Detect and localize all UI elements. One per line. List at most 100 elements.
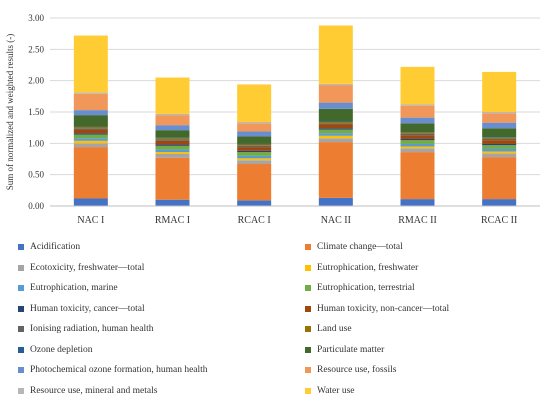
- bar-segment: [73, 128, 108, 130]
- bar-segment: [237, 145, 272, 148]
- bar-segment: [400, 66, 435, 105]
- bar-segment: [73, 140, 108, 144]
- legend-item: Particulate matter: [305, 343, 384, 357]
- bar-segment: [237, 150, 272, 153]
- x-tick-label: RMAC II: [398, 215, 437, 226]
- bar-segment: [155, 199, 190, 206]
- x-tick-label: NAC I: [77, 215, 104, 226]
- y-tick-label: 1.50: [28, 107, 44, 117]
- bar-segment: [400, 132, 435, 133]
- legend-swatch: [305, 326, 311, 332]
- bar-segment: [73, 127, 108, 129]
- legend-swatch: [305, 387, 311, 394]
- bar-segment: [155, 137, 190, 139]
- bar-segment: [73, 138, 108, 141]
- legend-item: Eutrophication, freshwater: [305, 261, 418, 275]
- bar-segment: [73, 115, 108, 127]
- bar-stack: [237, 84, 272, 206]
- legend-label: Climate change—total: [317, 242, 403, 252]
- bar-segment: [400, 152, 435, 200]
- bar-segment: [482, 137, 517, 139]
- bar-segment: [73, 126, 108, 128]
- legend-item: Resource use, mineral and metals: [18, 384, 157, 398]
- bar-segment: [237, 147, 272, 151]
- bar-segment: [318, 135, 353, 139]
- legend-item: Photochemical ozone formation, human hea…: [18, 363, 208, 377]
- bar-segment: [155, 153, 190, 158]
- legend-item: Eutrophication, terrestrial: [305, 281, 415, 295]
- bar-segment: [482, 122, 517, 129]
- bar-segment: [400, 104, 435, 106]
- bar-segment: [237, 144, 272, 146]
- bar-segment: [73, 198, 108, 206]
- legend: Acidification Climate change—total Ecotoxi…: [0, 236, 550, 403]
- bar-segment: [400, 148, 435, 153]
- legend-label: Resource use, mineral and metals: [30, 385, 158, 396]
- legend-item: Human toxicity, cancer—total: [18, 302, 145, 316]
- bar-stack: [482, 71, 517, 206]
- bar-segment: [400, 132, 435, 134]
- bar-segment: [73, 35, 108, 93]
- bar-segment: [318, 121, 353, 123]
- axes: 0.00 0.50 1.00 1.50 2.00 2.50 3.00 NAC I RMAC I R…: [28, 13, 540, 226]
- legend-label: Human toxicity, cancer—total: [30, 303, 145, 314]
- legend-label: Water use: [317, 385, 355, 396]
- bar-segment: [482, 138, 517, 141]
- legend-swatch: [305, 367, 311, 373]
- y-tick-label: 2.50: [28, 44, 44, 54]
- bar-segment: [482, 71, 517, 112]
- bar-segment: [155, 115, 190, 126]
- legend-label: Resource use, fossils: [317, 365, 397, 375]
- bar-segment: [318, 133, 353, 136]
- legend-item: Ecotoxicity, freshwater—total: [18, 261, 144, 275]
- legend-swatch: [18, 346, 24, 353]
- bar-segment: [400, 133, 435, 136]
- y-axis-label: Sum of normalized and weighted results (…: [5, 34, 15, 190]
- y-tick-label: 2.00: [28, 76, 44, 86]
- legend-item: Resource use, fossils: [305, 363, 396, 377]
- bar-segment: [155, 113, 190, 116]
- bar-segment: [318, 123, 353, 125]
- bar-stack: [400, 66, 435, 206]
- bar-segment: [482, 140, 517, 144]
- bar-segment: [73, 92, 108, 94]
- bar-segment: [400, 105, 435, 118]
- bar-segment: [237, 131, 272, 137]
- legend-label: Eutrophication, marine: [30, 283, 118, 293]
- bar-segment: [318, 142, 353, 198]
- bar-segment: [318, 122, 353, 124]
- bar-segment: [155, 145, 190, 150]
- x-tick-label: RCAC I: [238, 215, 271, 226]
- x-tick-label: RCAC II: [481, 215, 517, 226]
- legend-item: Ionising radiation, human health: [18, 322, 153, 336]
- bar-segment: [482, 128, 517, 138]
- legend-label: Particulate matter: [317, 344, 385, 355]
- bar-segment: [318, 83, 353, 86]
- bar-segment: [237, 84, 272, 123]
- legend-swatch: [18, 285, 24, 291]
- bar-segment: [318, 197, 353, 206]
- y-tick-label: 1.00: [28, 138, 44, 148]
- legend-swatch: [18, 326, 24, 332]
- bar-segment: [155, 139, 190, 141]
- x-tick-label: RMAC I: [155, 215, 190, 226]
- legend-item: Eutrophication, marine: [18, 281, 118, 295]
- bar-segment: [318, 102, 353, 109]
- bar-segment: [73, 134, 108, 139]
- bar-segment: [73, 110, 108, 116]
- bar-segment: [318, 128, 353, 130]
- legend-swatch: [305, 305, 311, 312]
- legend-item: Water use: [305, 384, 354, 398]
- bar-segment: [482, 157, 517, 200]
- bar-segment: [400, 135, 435, 139]
- bar-segment: [318, 85, 353, 103]
- bar-segment: [318, 25, 353, 84]
- bar-segment: [482, 148, 517, 152]
- legend-label: Human toxicity, non-cancer—total: [317, 303, 450, 314]
- bar-stack: [73, 35, 108, 206]
- bar-segment: [155, 149, 190, 153]
- bar-segment: [155, 138, 190, 140]
- legend-item: Ozone depletion: [18, 343, 93, 357]
- y-tick-label: 3.00: [28, 13, 44, 23]
- bar-segment: [73, 143, 108, 148]
